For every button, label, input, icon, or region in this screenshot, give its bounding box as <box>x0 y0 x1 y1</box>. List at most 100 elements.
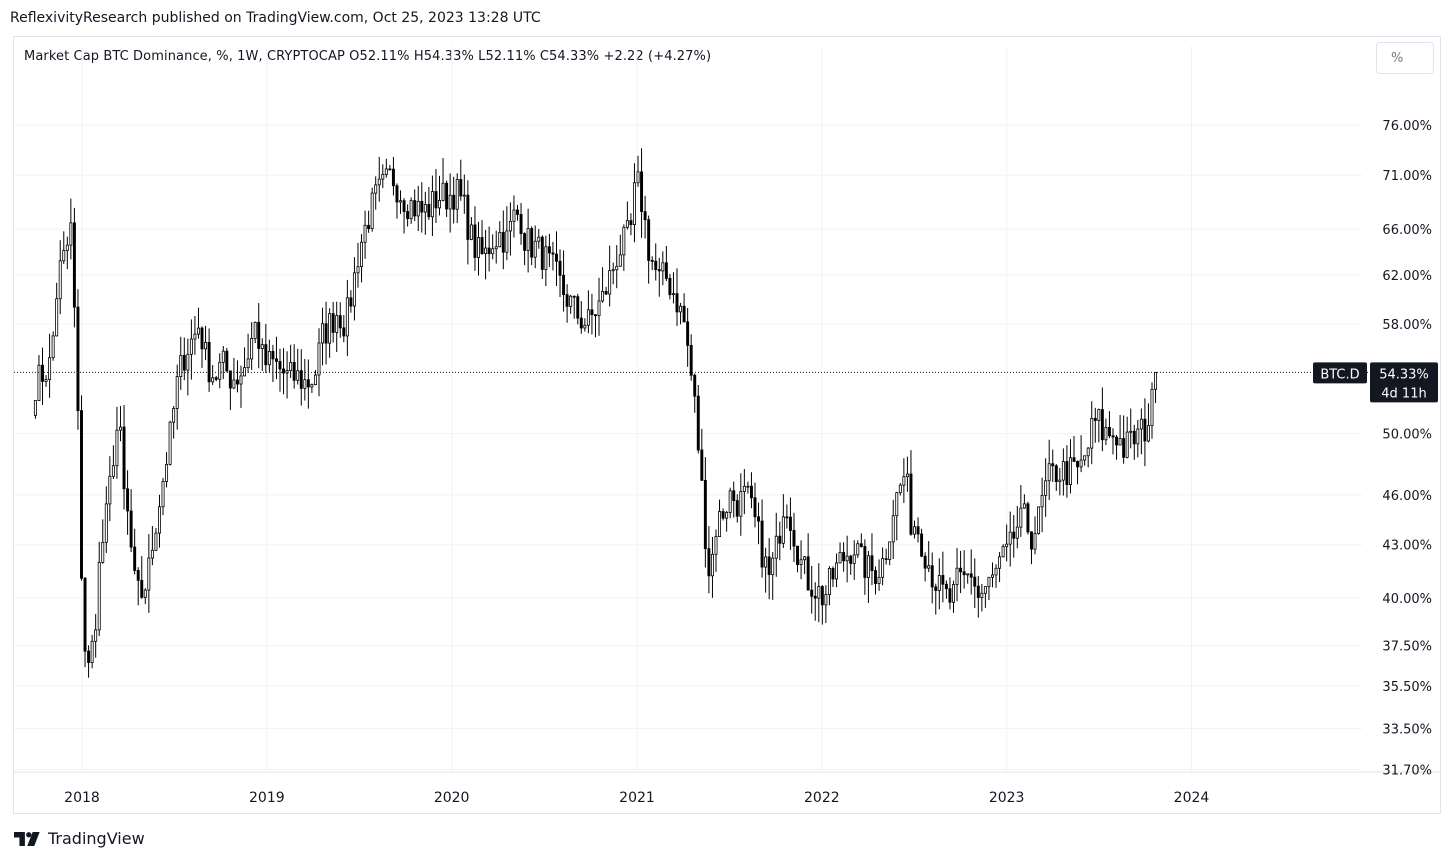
candle <box>289 344 293 379</box>
candle-body <box>62 250 66 262</box>
candle <box>969 549 973 595</box>
tradingview-footer[interactable]: TradingView <box>14 829 145 848</box>
candle-body <box>374 184 378 194</box>
candle-body <box>679 305 683 313</box>
candle <box>1044 458 1048 517</box>
candle-body <box>1083 455 1087 461</box>
candle-body <box>1058 479 1062 483</box>
candle <box>1079 435 1083 473</box>
candle <box>1005 524 1009 562</box>
candle-body <box>547 246 551 254</box>
candle-body <box>657 269 661 272</box>
candle <box>1047 439 1051 501</box>
candle <box>835 553 838 588</box>
candle-body <box>260 344 264 349</box>
y-tick-label: 35.50% <box>1382 680 1432 695</box>
candle <box>111 445 115 480</box>
candle-body <box>44 379 48 382</box>
candle <box>767 538 771 600</box>
percent-scale-button[interactable]: % <box>1376 42 1434 74</box>
candle-body <box>1122 438 1126 458</box>
candle <box>395 183 399 219</box>
candle <box>37 355 41 402</box>
candle <box>597 277 601 336</box>
candle <box>998 552 1002 583</box>
candle-body <box>1054 465 1058 483</box>
candle <box>243 347 247 377</box>
candle <box>1065 445 1069 498</box>
candle <box>863 539 867 595</box>
candle-body <box>987 576 991 588</box>
candle-body <box>831 568 835 580</box>
candle-body <box>271 350 275 360</box>
candle <box>1090 401 1094 465</box>
candle-body <box>147 557 151 591</box>
candle <box>182 337 186 381</box>
candle <box>661 251 665 286</box>
candle-body <box>399 200 402 203</box>
candle <box>508 202 512 256</box>
candle-body <box>955 567 959 585</box>
candle <box>65 236 69 270</box>
candle <box>104 486 108 553</box>
candle-body <box>728 490 732 513</box>
candle-body <box>438 199 441 209</box>
candle-body <box>661 262 665 272</box>
candle <box>757 502 761 545</box>
candle-body <box>530 228 534 258</box>
candle-body <box>870 555 874 571</box>
candle <box>94 614 98 658</box>
candle <box>189 319 193 380</box>
candle <box>870 533 874 586</box>
candle <box>877 559 881 591</box>
candle <box>370 187 374 232</box>
candle-body <box>370 192 374 230</box>
candle-body <box>863 546 867 578</box>
candle <box>526 208 530 273</box>
y-axis: 76.00% 71.00% 66.00% 62.00% 58.00% 50.00% 46.0… <box>1382 119 1432 778</box>
candle <box>749 472 753 509</box>
candle-body <box>65 244 69 251</box>
candle <box>1122 415 1126 464</box>
candle <box>601 267 605 303</box>
candle <box>1100 387 1104 452</box>
candle <box>1115 434 1119 460</box>
candle-body <box>565 294 569 307</box>
candle <box>310 383 314 393</box>
candle-body <box>321 323 325 344</box>
candle-body <box>1001 546 1005 558</box>
candle-body <box>189 338 193 355</box>
candle-body <box>604 291 608 295</box>
candle-body <box>601 291 605 302</box>
candle <box>296 348 300 385</box>
candle-body <box>767 556 771 576</box>
candle <box>90 634 94 669</box>
candle <box>282 348 286 395</box>
candle <box>193 316 197 355</box>
candle-body <box>629 220 633 225</box>
candle <box>1058 467 1062 496</box>
candle-body <box>966 573 970 576</box>
candle <box>760 499 764 578</box>
candle-body <box>441 182 445 201</box>
candle <box>430 175 434 237</box>
candle <box>636 155 640 187</box>
candle <box>1139 408 1143 455</box>
candle-body <box>1015 526 1019 539</box>
candle <box>271 344 275 382</box>
candle <box>952 580 955 613</box>
candle-body <box>172 408 176 423</box>
candle-body <box>317 342 321 376</box>
candle <box>87 645 91 678</box>
y-tick-label: 76.00% <box>1382 119 1432 134</box>
candle <box>342 315 346 343</box>
candle <box>920 528 924 558</box>
candle <box>101 519 105 564</box>
candle <box>321 307 325 366</box>
price-badge-value: 54.33% <box>1379 367 1429 382</box>
candle <box>491 234 495 260</box>
candle <box>753 482 757 528</box>
candle-body <box>72 222 76 308</box>
candle <box>1001 544 1005 558</box>
